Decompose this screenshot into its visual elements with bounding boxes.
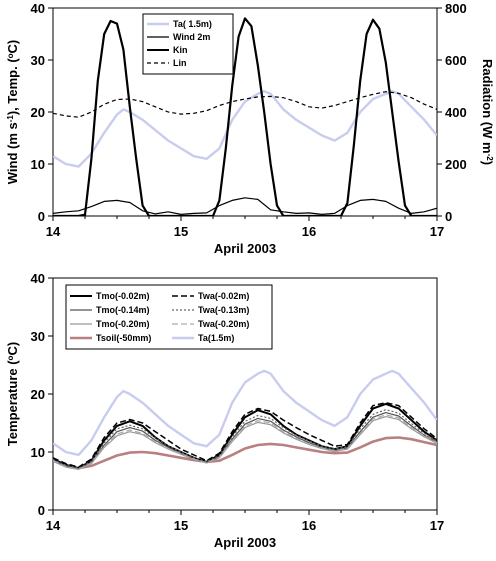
legend-label: Kin: [173, 45, 188, 55]
x-tick-label: 17: [430, 224, 444, 239]
y-right-tick-label: 400: [445, 105, 467, 120]
y-tick-label: 0: [38, 209, 45, 224]
legend-label: Tmo(-0.14m): [96, 305, 150, 315]
legend-label: Twa(-0.02m): [198, 291, 249, 301]
y-tick-label: 20: [31, 105, 45, 120]
series-line-twa-0-20m-: [53, 414, 437, 470]
x-tick-label: 16: [302, 518, 316, 533]
y-right-tick-label: 600: [445, 53, 467, 68]
x-tick-label: 15: [174, 224, 188, 239]
y-axis-label-right: Radiation (W m-2): [480, 59, 495, 165]
legend-label: Ta(1.5m): [198, 333, 234, 343]
series-line-ta-1-5m-: [53, 89, 437, 168]
legend-label: Tmo(-0.02m): [96, 291, 150, 301]
x-axis-label: April 2003: [214, 535, 276, 550]
x-tick-label: 15: [174, 518, 188, 533]
legend-label: Tsoil(-50mm): [96, 333, 151, 343]
series-line-tmo-0-20m-: [53, 416, 437, 470]
legend-label: Wind 2m: [173, 32, 210, 42]
series-line-twa-0-02m-: [53, 401, 437, 468]
series-line-wind-2m: [53, 197, 437, 215]
y-right-tick-label: 200: [445, 157, 467, 172]
y-tick-label: 10: [31, 445, 45, 460]
series-line-kin: [53, 17, 437, 216]
series-line-tmo-0-02m-: [53, 402, 437, 470]
y-axis-label: Temperature (oC): [5, 342, 20, 446]
x-axis-label: April 2003: [214, 241, 276, 256]
legend-box: [65, 284, 273, 350]
legend-label: Lin: [173, 58, 187, 68]
y-axis-label-left: Wind (m s-1), Temp. (oC): [5, 40, 20, 185]
y-right-tick-label: 800: [445, 1, 467, 16]
y-tick-label: 10: [31, 157, 45, 172]
series-line-tmo-0-14m-: [53, 412, 437, 470]
y-tick-label: 0: [38, 503, 45, 518]
series-line-ta-1-5m-: [53, 369, 437, 457]
x-tick-label: 14: [46, 518, 61, 533]
legend-label: Ta( 1.5m): [173, 19, 212, 29]
legend-label: Tmo(-0.20m): [96, 319, 150, 329]
legend-label: Twa(-0.13m): [198, 305, 249, 315]
y-tick-label: 40: [31, 1, 45, 16]
y-tick-label: 30: [31, 53, 45, 68]
y-tick-label: 20: [31, 387, 45, 402]
plot-frame-0: [52, 7, 438, 217]
legend-label: Twa(-0.20m): [198, 319, 249, 329]
x-tick-label: 14: [46, 224, 61, 239]
x-tick-label: 17: [430, 518, 444, 533]
y-right-tick-label: 0: [445, 209, 452, 224]
series-line-tsoil-50mm-: [53, 436, 437, 470]
y-tick-label: 30: [31, 329, 45, 344]
y-tick-label: 40: [31, 271, 45, 286]
series-line-twa-0-13m-: [53, 409, 437, 469]
series-line-lin: [53, 91, 437, 118]
x-tick-label: 16: [302, 224, 316, 239]
